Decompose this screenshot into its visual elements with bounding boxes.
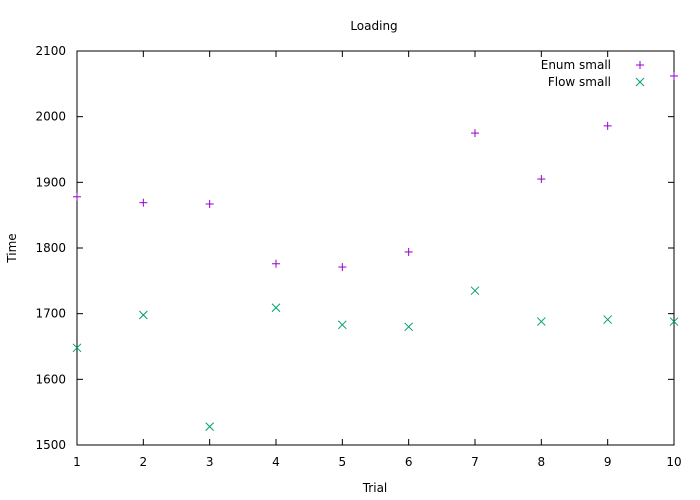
y-tick-label: 1500 xyxy=(35,438,66,452)
x-tick-label: 7 xyxy=(471,455,479,469)
series-layer xyxy=(72,71,679,431)
legend-label: Flow small xyxy=(548,75,611,89)
plot-frame xyxy=(76,50,675,446)
data-point xyxy=(73,192,81,201)
y-tick-label: 1700 xyxy=(35,307,66,321)
x-tick-label: 10 xyxy=(666,455,681,469)
data-point xyxy=(139,198,148,207)
x-tick-label: 2 xyxy=(140,455,148,469)
x-axis-label: Trial xyxy=(362,481,388,495)
data-point xyxy=(271,303,281,313)
data-point xyxy=(537,175,546,184)
y-tick-label: 1800 xyxy=(35,241,66,255)
data-point xyxy=(603,315,613,324)
legend-label: Enum small xyxy=(541,58,611,72)
x-tick-label: 8 xyxy=(538,455,546,469)
x-tick-label: 9 xyxy=(604,455,612,469)
series-flow-small xyxy=(72,286,679,431)
x-tick-label: 5 xyxy=(339,455,347,469)
y-tick-label: 2100 xyxy=(35,44,66,58)
y-axis: 1500 1600 1700 1800 1900 2000 2100 xyxy=(35,44,674,452)
x-tick-label: 3 xyxy=(206,455,214,469)
data-point xyxy=(471,129,479,138)
legend-marker xyxy=(636,61,644,69)
y-tick-label: 1600 xyxy=(35,372,66,386)
x-tick-label: 6 xyxy=(405,455,413,469)
x-tick-label: 4 xyxy=(272,455,280,469)
data-point xyxy=(138,310,148,320)
y-tick-label: 2000 xyxy=(35,110,66,124)
chart-title: Loading xyxy=(350,19,397,33)
data-point xyxy=(205,422,215,431)
data-point xyxy=(603,121,612,130)
data-point xyxy=(404,247,413,256)
y-tick-label: 1900 xyxy=(35,175,66,189)
data-point xyxy=(72,343,82,353)
x-tick-label: 1 xyxy=(73,455,81,469)
legend-marker xyxy=(635,77,645,87)
y-axis-label: Time xyxy=(5,233,19,263)
data-point xyxy=(338,263,347,272)
data-point xyxy=(536,317,546,326)
data-point xyxy=(337,320,347,330)
data-point xyxy=(205,200,214,209)
data-point xyxy=(470,286,480,296)
data-point xyxy=(670,71,678,80)
series-enum-small xyxy=(73,71,678,272)
data-point xyxy=(272,259,280,268)
x-axis: 1 2 3 4 5 6 7 8 9 10 xyxy=(73,51,682,469)
data-point xyxy=(404,322,414,332)
legend: Enum small Flow small xyxy=(541,58,645,89)
data-point xyxy=(669,317,679,326)
